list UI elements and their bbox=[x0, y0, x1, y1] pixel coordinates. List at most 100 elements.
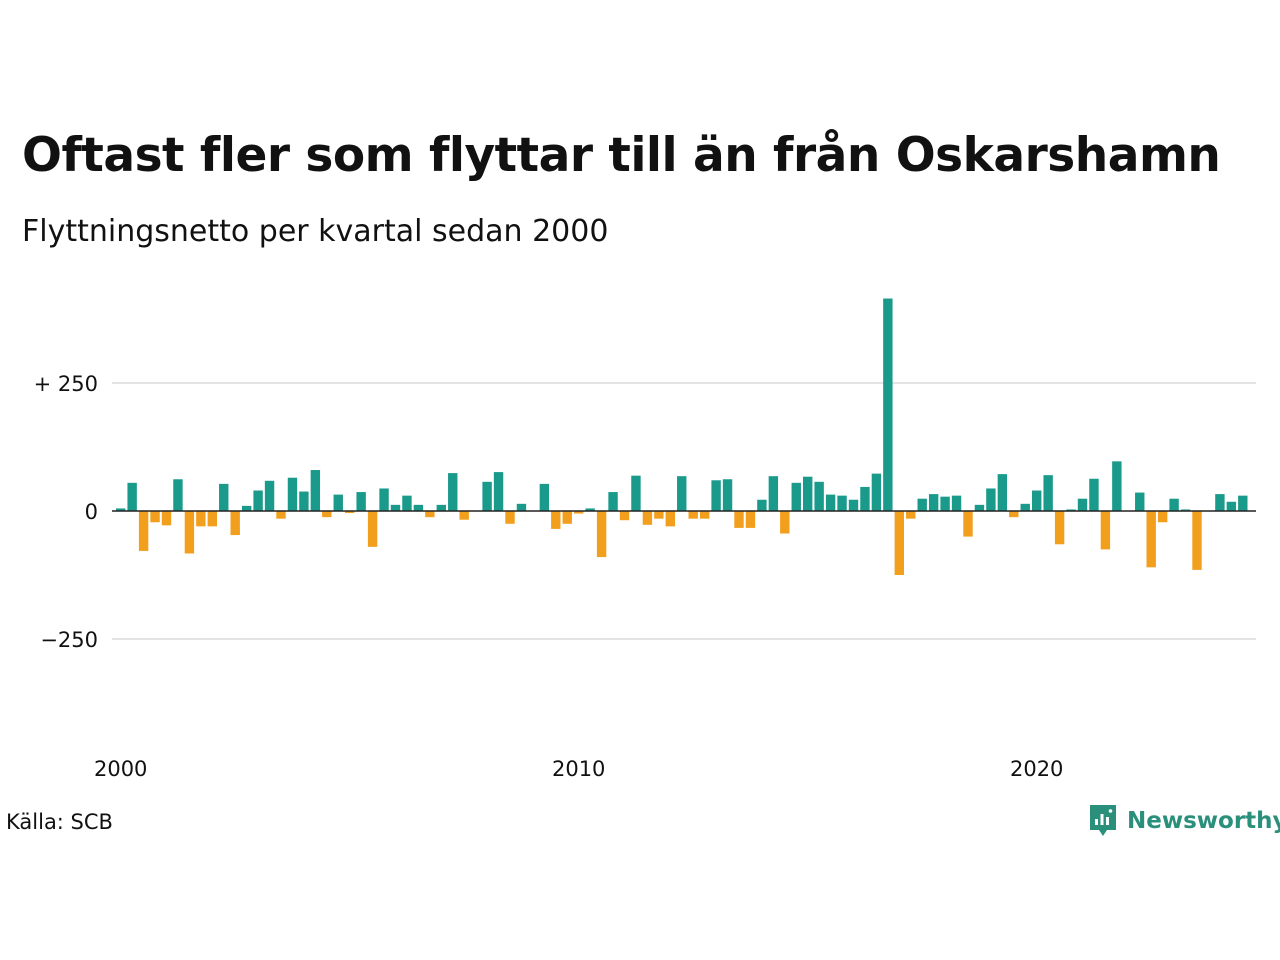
bar bbox=[1180, 509, 1191, 511]
bar bbox=[299, 491, 309, 511]
bar bbox=[963, 511, 973, 537]
bar bbox=[493, 472, 504, 511]
bar bbox=[780, 511, 790, 534]
bar bbox=[665, 511, 675, 527]
bar bbox=[310, 470, 321, 511]
bar bbox=[1112, 461, 1122, 511]
bar bbox=[505, 511, 515, 524]
bar bbox=[883, 298, 893, 511]
bar bbox=[631, 475, 641, 511]
bar bbox=[871, 473, 882, 511]
bar bbox=[1157, 511, 1168, 523]
bar bbox=[562, 511, 572, 524]
bar bbox=[161, 511, 172, 526]
bar bbox=[150, 511, 160, 523]
bar bbox=[138, 511, 149, 551]
chart-title: Oftast fler som flyttar till än från Osk… bbox=[22, 128, 1221, 183]
newsworthy-logo: Newsworthy bbox=[1088, 803, 1280, 839]
bar bbox=[173, 479, 183, 511]
bar bbox=[848, 499, 859, 511]
bar bbox=[688, 511, 698, 519]
bar bbox=[1043, 475, 1053, 511]
bar bbox=[425, 511, 435, 518]
bar bbox=[860, 486, 870, 511]
bar bbox=[1169, 498, 1179, 511]
bar bbox=[1215, 494, 1225, 511]
bar bbox=[768, 476, 779, 511]
bar bbox=[1146, 511, 1156, 568]
bar bbox=[241, 505, 252, 511]
bar bbox=[928, 494, 939, 511]
bar bbox=[230, 511, 240, 536]
bar bbox=[711, 480, 721, 511]
chart-subtitle: Flyttningsnetto per kvartal sedan 2000 bbox=[22, 214, 609, 249]
bar bbox=[734, 511, 744, 528]
bar bbox=[276, 511, 286, 519]
bar bbox=[1226, 501, 1237, 511]
bar bbox=[951, 495, 962, 511]
bar bbox=[699, 511, 710, 519]
bar bbox=[379, 488, 389, 511]
bar bbox=[1066, 509, 1076, 511]
bar bbox=[482, 481, 492, 511]
brand-name: Newsworthy bbox=[1127, 808, 1280, 834]
bar bbox=[940, 496, 950, 511]
bar bbox=[596, 511, 607, 558]
bar bbox=[551, 511, 561, 529]
bar bbox=[127, 482, 137, 511]
bar bbox=[757, 499, 767, 511]
bar bbox=[367, 511, 378, 547]
y-tick-label: −250 bbox=[40, 628, 98, 652]
bar bbox=[413, 504, 424, 511]
bar bbox=[997, 474, 1008, 511]
bar bbox=[322, 511, 332, 518]
bar bbox=[345, 511, 355, 514]
bar bbox=[1089, 478, 1099, 511]
bar bbox=[516, 503, 527, 511]
bar bbox=[986, 488, 996, 511]
bar bbox=[837, 495, 847, 511]
bar bbox=[1100, 511, 1111, 550]
bar bbox=[390, 504, 401, 511]
bar bbox=[539, 483, 550, 511]
source-label: Källa: SCB bbox=[6, 810, 113, 834]
bar bbox=[745, 511, 756, 528]
y-tick-label: + 250 bbox=[34, 372, 98, 396]
bar bbox=[1192, 511, 1202, 570]
bar bbox=[459, 511, 469, 520]
bar bbox=[1135, 492, 1145, 511]
bar bbox=[436, 504, 446, 511]
bar bbox=[1020, 503, 1030, 511]
bar bbox=[974, 504, 985, 511]
bar bbox=[654, 511, 664, 519]
bar bbox=[608, 492, 618, 511]
bar bbox=[574, 511, 584, 514]
bar bbox=[356, 492, 366, 511]
bar bbox=[642, 511, 653, 525]
bar bbox=[333, 494, 343, 511]
bar bbox=[814, 481, 824, 511]
bar bbox=[894, 511, 904, 575]
bar bbox=[791, 482, 801, 511]
bar bbox=[184, 511, 195, 554]
bar bbox=[722, 479, 733, 511]
bar bbox=[906, 511, 916, 519]
bar bbox=[585, 508, 595, 511]
bar bbox=[402, 495, 412, 511]
bar bbox=[803, 476, 813, 511]
bar bbox=[825, 494, 836, 511]
bar bbox=[677, 476, 687, 511]
bar bbox=[1009, 511, 1019, 518]
bar bbox=[1077, 498, 1088, 511]
x-tick-label: 2000 bbox=[94, 757, 147, 781]
bar bbox=[264, 480, 275, 511]
bar bbox=[619, 511, 630, 521]
x-tick-label: 2010 bbox=[552, 757, 605, 781]
bar bbox=[253, 490, 263, 511]
bar bbox=[116, 508, 126, 511]
y-tick-label: 0 bbox=[85, 500, 98, 524]
bar bbox=[219, 483, 229, 511]
bar-chart: + 250 0 −250 2000 2010 2020 bbox=[34, 298, 1256, 781]
bar bbox=[448, 473, 458, 511]
newsworthy-logo-icon bbox=[1090, 805, 1116, 836]
